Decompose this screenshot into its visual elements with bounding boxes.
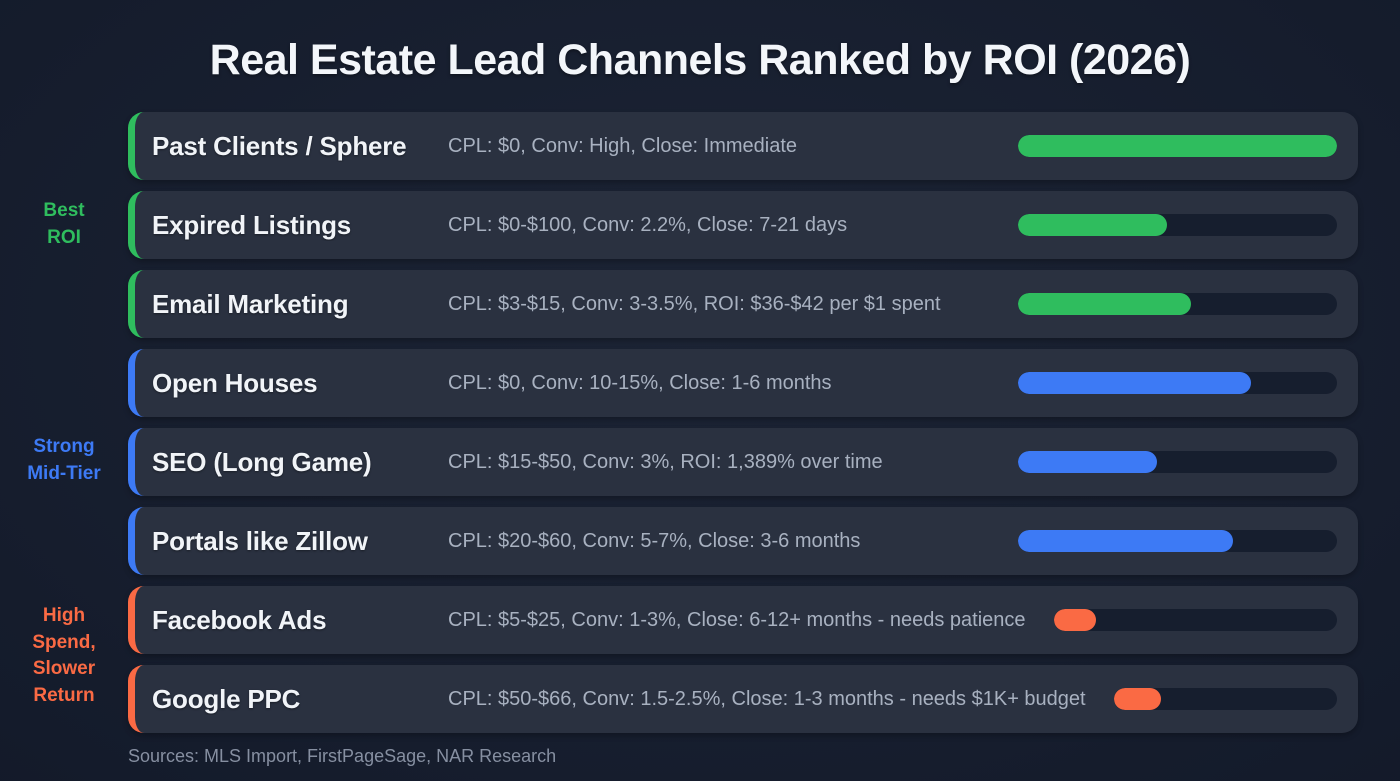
channel-details: CPL: $0-$100, Conv: 2.2%, Close: 7-21 da… bbox=[448, 213, 848, 236]
roi-bar-fill bbox=[1018, 135, 1337, 157]
channel-card-seo: SEO (Long Game) CPL: $15-$50, Conv: 3%, … bbox=[128, 428, 1358, 496]
channel-details: CPL: $0, Conv: 10-15%, Close: 1-6 months bbox=[448, 371, 832, 394]
roi-bar-fill bbox=[1113, 688, 1161, 710]
sources-footer: Sources: MLS Import, FirstPageSage, NAR … bbox=[128, 746, 557, 766]
group-label-high-spend-slower-return: High Spend, Slower Return bbox=[32, 605, 96, 706]
roi-bar-track bbox=[1018, 293, 1337, 315]
roi-bar-fill bbox=[1018, 530, 1233, 552]
roi-bar-fill bbox=[1018, 451, 1157, 473]
roi-bar-fill bbox=[1018, 214, 1167, 236]
roi-bar-track bbox=[1053, 609, 1337, 631]
channel-details: CPL: $3-$15, Conv: 3-3.5%, ROI: $36-$42 … bbox=[448, 292, 941, 315]
roi-bar-fill bbox=[1053, 609, 1096, 631]
channel-name: Portals like Zillow bbox=[152, 525, 368, 556]
channel-card-email-marketing: Email Marketing CPL: $3-$15, Conv: 3-3.5… bbox=[128, 270, 1358, 338]
channel-card-expired-listings: Expired Listings CPL: $0-$100, Conv: 2.2… bbox=[128, 191, 1358, 259]
channel-name: Past Clients / Sphere bbox=[152, 130, 407, 161]
channel-name: Open Houses bbox=[152, 367, 318, 398]
group-label-best-roi: Best ROI bbox=[43, 200, 85, 248]
channel-details: CPL: $5-$25, Conv: 1-3%, Close: 6-12+ mo… bbox=[448, 608, 1026, 631]
channel-name: Email Marketing bbox=[152, 288, 349, 319]
channel-details: CPL: $20-$60, Conv: 5-7%, Close: 3-6 mon… bbox=[448, 529, 861, 552]
roi-bar-track bbox=[1113, 688, 1337, 710]
channel-list: Past Clients / Sphere CPL: $0, Conv: Hig… bbox=[128, 112, 1358, 744]
group-label-strong-mid-tier: Strong Mid-Tier bbox=[27, 436, 101, 484]
roi-bar-track bbox=[1018, 135, 1337, 157]
roi-bar-fill bbox=[1018, 293, 1191, 315]
roi-bar-fill bbox=[1018, 372, 1251, 394]
channel-name: Facebook Ads bbox=[152, 604, 327, 635]
channel-details: CPL: $15-$50, Conv: 3%, ROI: 1,389% over… bbox=[448, 450, 883, 473]
channel-card-facebook-ads: Facebook Ads CPL: $5-$25, Conv: 1-3%, Cl… bbox=[128, 586, 1358, 654]
channel-card-google-ppc: Google PPC CPL: $50-$66, Conv: 1.5-2.5%,… bbox=[128, 665, 1358, 733]
roi-bar-track bbox=[1018, 451, 1337, 473]
channel-name: Google PPC bbox=[152, 683, 301, 714]
page-title: Real Estate Lead Channels Ranked by ROI … bbox=[209, 36, 1191, 84]
roi-bar-track bbox=[1018, 372, 1337, 394]
channel-name: SEO (Long Game) bbox=[152, 446, 372, 477]
channel-card-past-clients: Past Clients / Sphere CPL: $0, Conv: Hig… bbox=[128, 112, 1358, 180]
roi-bar-track bbox=[1018, 530, 1337, 552]
channel-card-portals-zillow: Portals like Zillow CPL: $20-$60, Conv: … bbox=[128, 507, 1358, 575]
roi-bar-track bbox=[1018, 214, 1337, 236]
channel-name: Expired Listings bbox=[152, 209, 352, 240]
channel-details: CPL: $0, Conv: High, Close: Immediate bbox=[448, 134, 798, 157]
channel-details: CPL: $50-$66, Conv: 1.5-2.5%, Close: 1-3… bbox=[448, 687, 1086, 710]
channel-card-open-houses: Open Houses CPL: $0, Conv: 10-15%, Close… bbox=[128, 349, 1358, 417]
